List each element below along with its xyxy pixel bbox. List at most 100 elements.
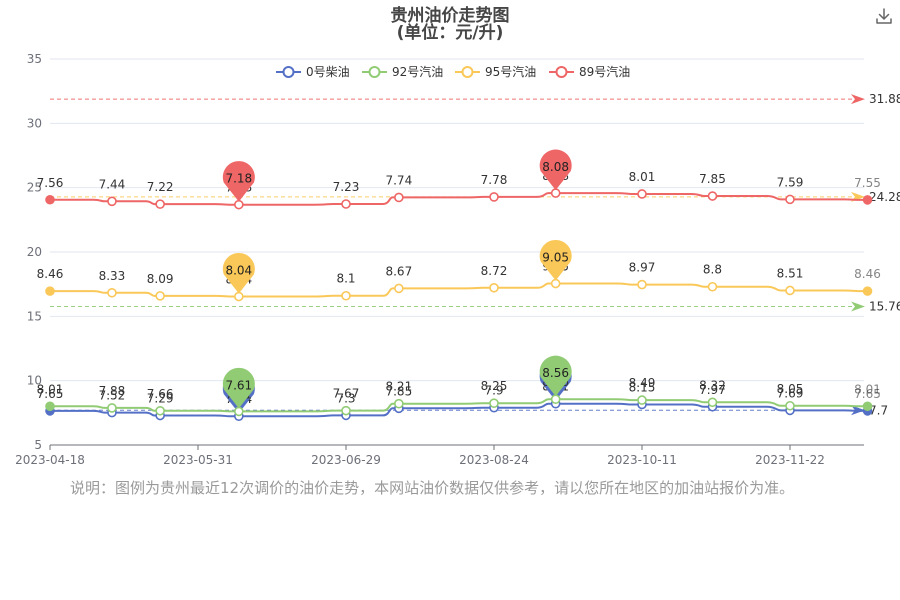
data-label: 7.85	[699, 172, 726, 186]
series-3: 31.88 7.56 7.44 7.22 7.18 7.23 7.74 7.78 8.08 8.0…	[37, 92, 900, 210]
y-tick-label: 5	[34, 438, 42, 452]
data-point	[107, 287, 117, 298]
data-label: 8.46	[37, 267, 64, 281]
data-label: 7.56	[37, 176, 64, 190]
data-point	[862, 195, 873, 205]
data-label: 7.67	[333, 387, 360, 401]
data-label: 7.85	[385, 384, 412, 398]
y-tick-label: 35	[27, 52, 42, 66]
legend-marker	[461, 66, 474, 78]
average-label: 31.88	[869, 92, 900, 106]
x-tick-label: 2023-06-29	[311, 453, 381, 467]
min-pin-label: 7.18	[225, 172, 252, 186]
data-point	[45, 286, 55, 296]
x-tick-label: 2023-05-31	[163, 453, 233, 467]
data-label: 8.21	[385, 380, 412, 394]
data-point	[707, 281, 718, 292]
data-label: 8.25	[481, 379, 508, 393]
data-label: 8.15	[629, 380, 656, 394]
data-label: 8.1	[336, 272, 355, 286]
chart-title: 贵州油价走势图	[391, 5, 510, 26]
max-pin	[539, 355, 572, 397]
data-point	[45, 194, 55, 205]
x-tick-label: 2023-11-22	[755, 453, 825, 467]
data-label: 8.67	[385, 264, 412, 278]
data-label: 7.65	[37, 387, 64, 401]
data-label: 7.69	[777, 386, 804, 400]
data-point	[707, 191, 718, 201]
y-axis: 5 10 15 20 25 30 35	[27, 52, 42, 452]
data-label: 7.9	[484, 384, 503, 398]
data-label: 7.23	[333, 180, 360, 194]
data-point	[45, 401, 55, 412]
max-pin-label: 8.08	[542, 160, 569, 174]
average-label: 24.28	[869, 190, 900, 204]
data-label: 7.66	[147, 387, 174, 401]
legend: 0号柴油 92号汽油 95号汽油 89号汽油	[276, 64, 630, 79]
y-tick-label: 20	[27, 245, 42, 259]
series-layer: 7.77.657.527.297.247.37.857.98.218.157.9…	[37, 92, 900, 421]
x-tick-label: 2023-10-11	[607, 453, 677, 467]
data-label: 8.33	[99, 269, 126, 283]
series-line	[50, 192, 868, 206]
data-label: 7.52	[99, 389, 126, 403]
data-point	[550, 394, 561, 404]
data-label: 7.97	[699, 383, 726, 397]
legend-label: 92号汽油	[392, 64, 443, 79]
data-point	[341, 405, 351, 416]
min-pin-label: 7.61	[225, 378, 252, 392]
data-point	[785, 194, 795, 205]
series-line	[50, 398, 868, 413]
series-1: 15.76 8.01 7.88 7.66 7.61 7.67 8.21 8.25 8.56 8.4…	[37, 300, 900, 417]
x-axis: 2023-04-18 2023-05-31 2023-06-29 2023-08-24…	[15, 445, 825, 467]
data-label: 8.01	[854, 382, 881, 396]
data-label: 8.32	[699, 378, 726, 392]
data-point	[394, 283, 404, 294]
grid-lines	[50, 58, 864, 446]
data-point	[234, 199, 244, 210]
data-point	[489, 398, 499, 408]
data-label: 7.74	[385, 173, 412, 187]
data-label: 8.01	[629, 170, 656, 184]
data-label: 7.65	[854, 387, 881, 401]
x-tick-label: 2023-04-18	[15, 453, 85, 467]
average-label: 15.76	[869, 300, 900, 314]
data-point	[550, 278, 561, 289]
data-point	[341, 290, 351, 301]
min-pin	[222, 367, 255, 409]
data-label: 7.55	[854, 176, 881, 190]
data-label: 8.97	[629, 261, 656, 275]
min-pin	[222, 252, 255, 294]
data-point	[862, 401, 873, 412]
data-point	[341, 199, 351, 209]
data-point	[107, 403, 117, 413]
data-label: 8.49	[629, 376, 656, 390]
legend-marker	[555, 66, 568, 78]
data-point	[637, 279, 647, 290]
y-tick-label: 10	[27, 374, 42, 388]
legend-marker	[368, 66, 381, 78]
series-line	[50, 282, 868, 298]
data-label: 7.78	[481, 173, 508, 187]
y-tick-label: 15	[27, 309, 42, 323]
average-arrow	[851, 94, 865, 105]
data-point	[550, 188, 561, 198]
chart-subtitle: (单位：元/升)	[397, 22, 504, 43]
x-tick-label: 2023-08-24	[459, 453, 529, 467]
data-point	[107, 196, 117, 207]
download-icon[interactable]	[874, 6, 894, 26]
data-label: 7.59	[777, 175, 804, 189]
data-label: 8.09	[147, 272, 174, 286]
data-label: 8.05	[777, 382, 804, 396]
chart-note: 说明：图例为贵州最近12次调价的油价走势，本网站油价数据仅供参考，请以您所在地区…	[70, 479, 795, 497]
average-label: 7.7	[869, 403, 888, 417]
data-label: 8.72	[481, 264, 508, 278]
data-point	[394, 192, 404, 203]
series-line	[50, 402, 868, 418]
min-pin	[222, 161, 255, 202]
max-pin	[539, 149, 572, 191]
average-arrow	[851, 405, 865, 416]
data-point	[155, 199, 165, 209]
data-label: 8.51	[777, 266, 804, 280]
